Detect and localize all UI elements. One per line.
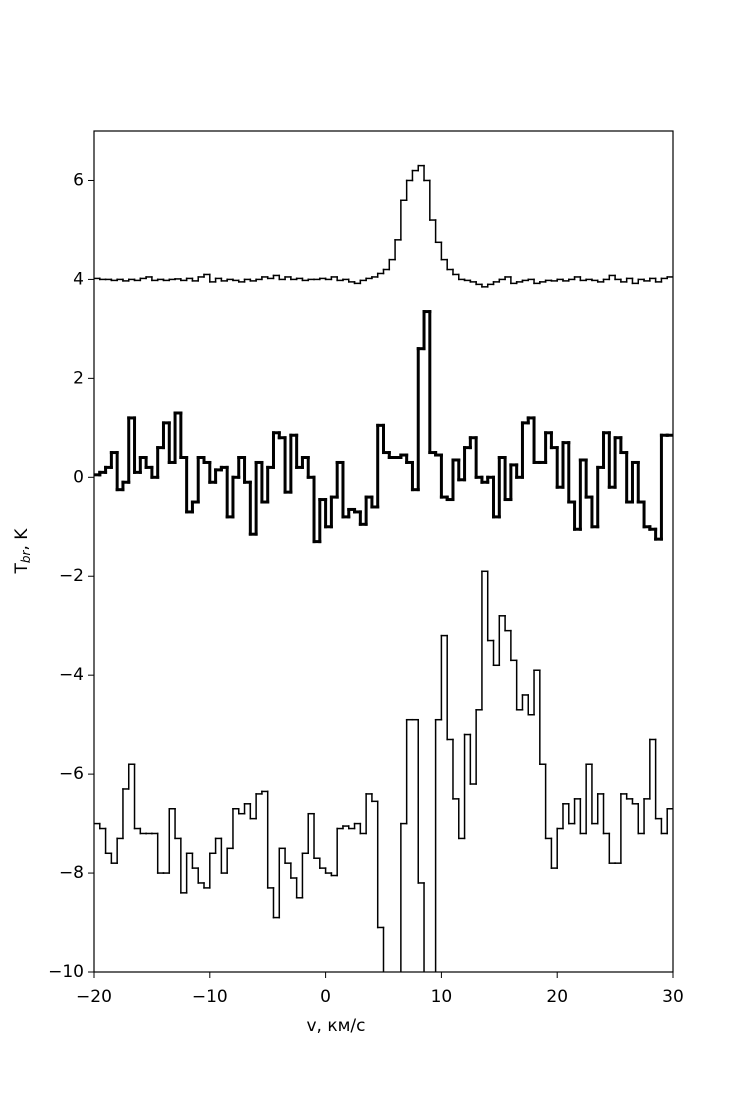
x-axis-label: v, км/с <box>306 1016 365 1036</box>
x-tick-label: 10 <box>431 987 453 1007</box>
step-risers <box>98 310 669 544</box>
x-tick-label: −20 <box>76 987 112 1007</box>
y-tick-label: 6 <box>73 170 84 190</box>
y-tick-label: 2 <box>73 368 84 388</box>
y-tick-label: −6 <box>59 764 84 784</box>
step-risers <box>99 164 668 288</box>
y-tick-label: −4 <box>59 665 84 685</box>
x-tick-label: 30 <box>662 987 684 1007</box>
y-axis-label: Tbr, K <box>12 528 33 575</box>
x-tick-label: 20 <box>546 987 568 1007</box>
axes-frame <box>93 130 674 973</box>
x-tick-label: −10 <box>192 987 228 1007</box>
y-tick-label: −10 <box>48 962 84 982</box>
step-risers <box>99 570 668 972</box>
y-label-sub: br <box>19 549 33 563</box>
y-tick-label: 0 <box>73 467 84 487</box>
y-tick-label: 4 <box>73 269 84 289</box>
y-tick-label: −8 <box>59 863 84 883</box>
y-label-rest: , K <box>12 528 32 551</box>
x-tick-label: 0 <box>320 987 331 1007</box>
y-label-main: T <box>12 562 32 574</box>
y-tick-label: −2 <box>59 566 84 586</box>
plot-area <box>94 164 673 972</box>
